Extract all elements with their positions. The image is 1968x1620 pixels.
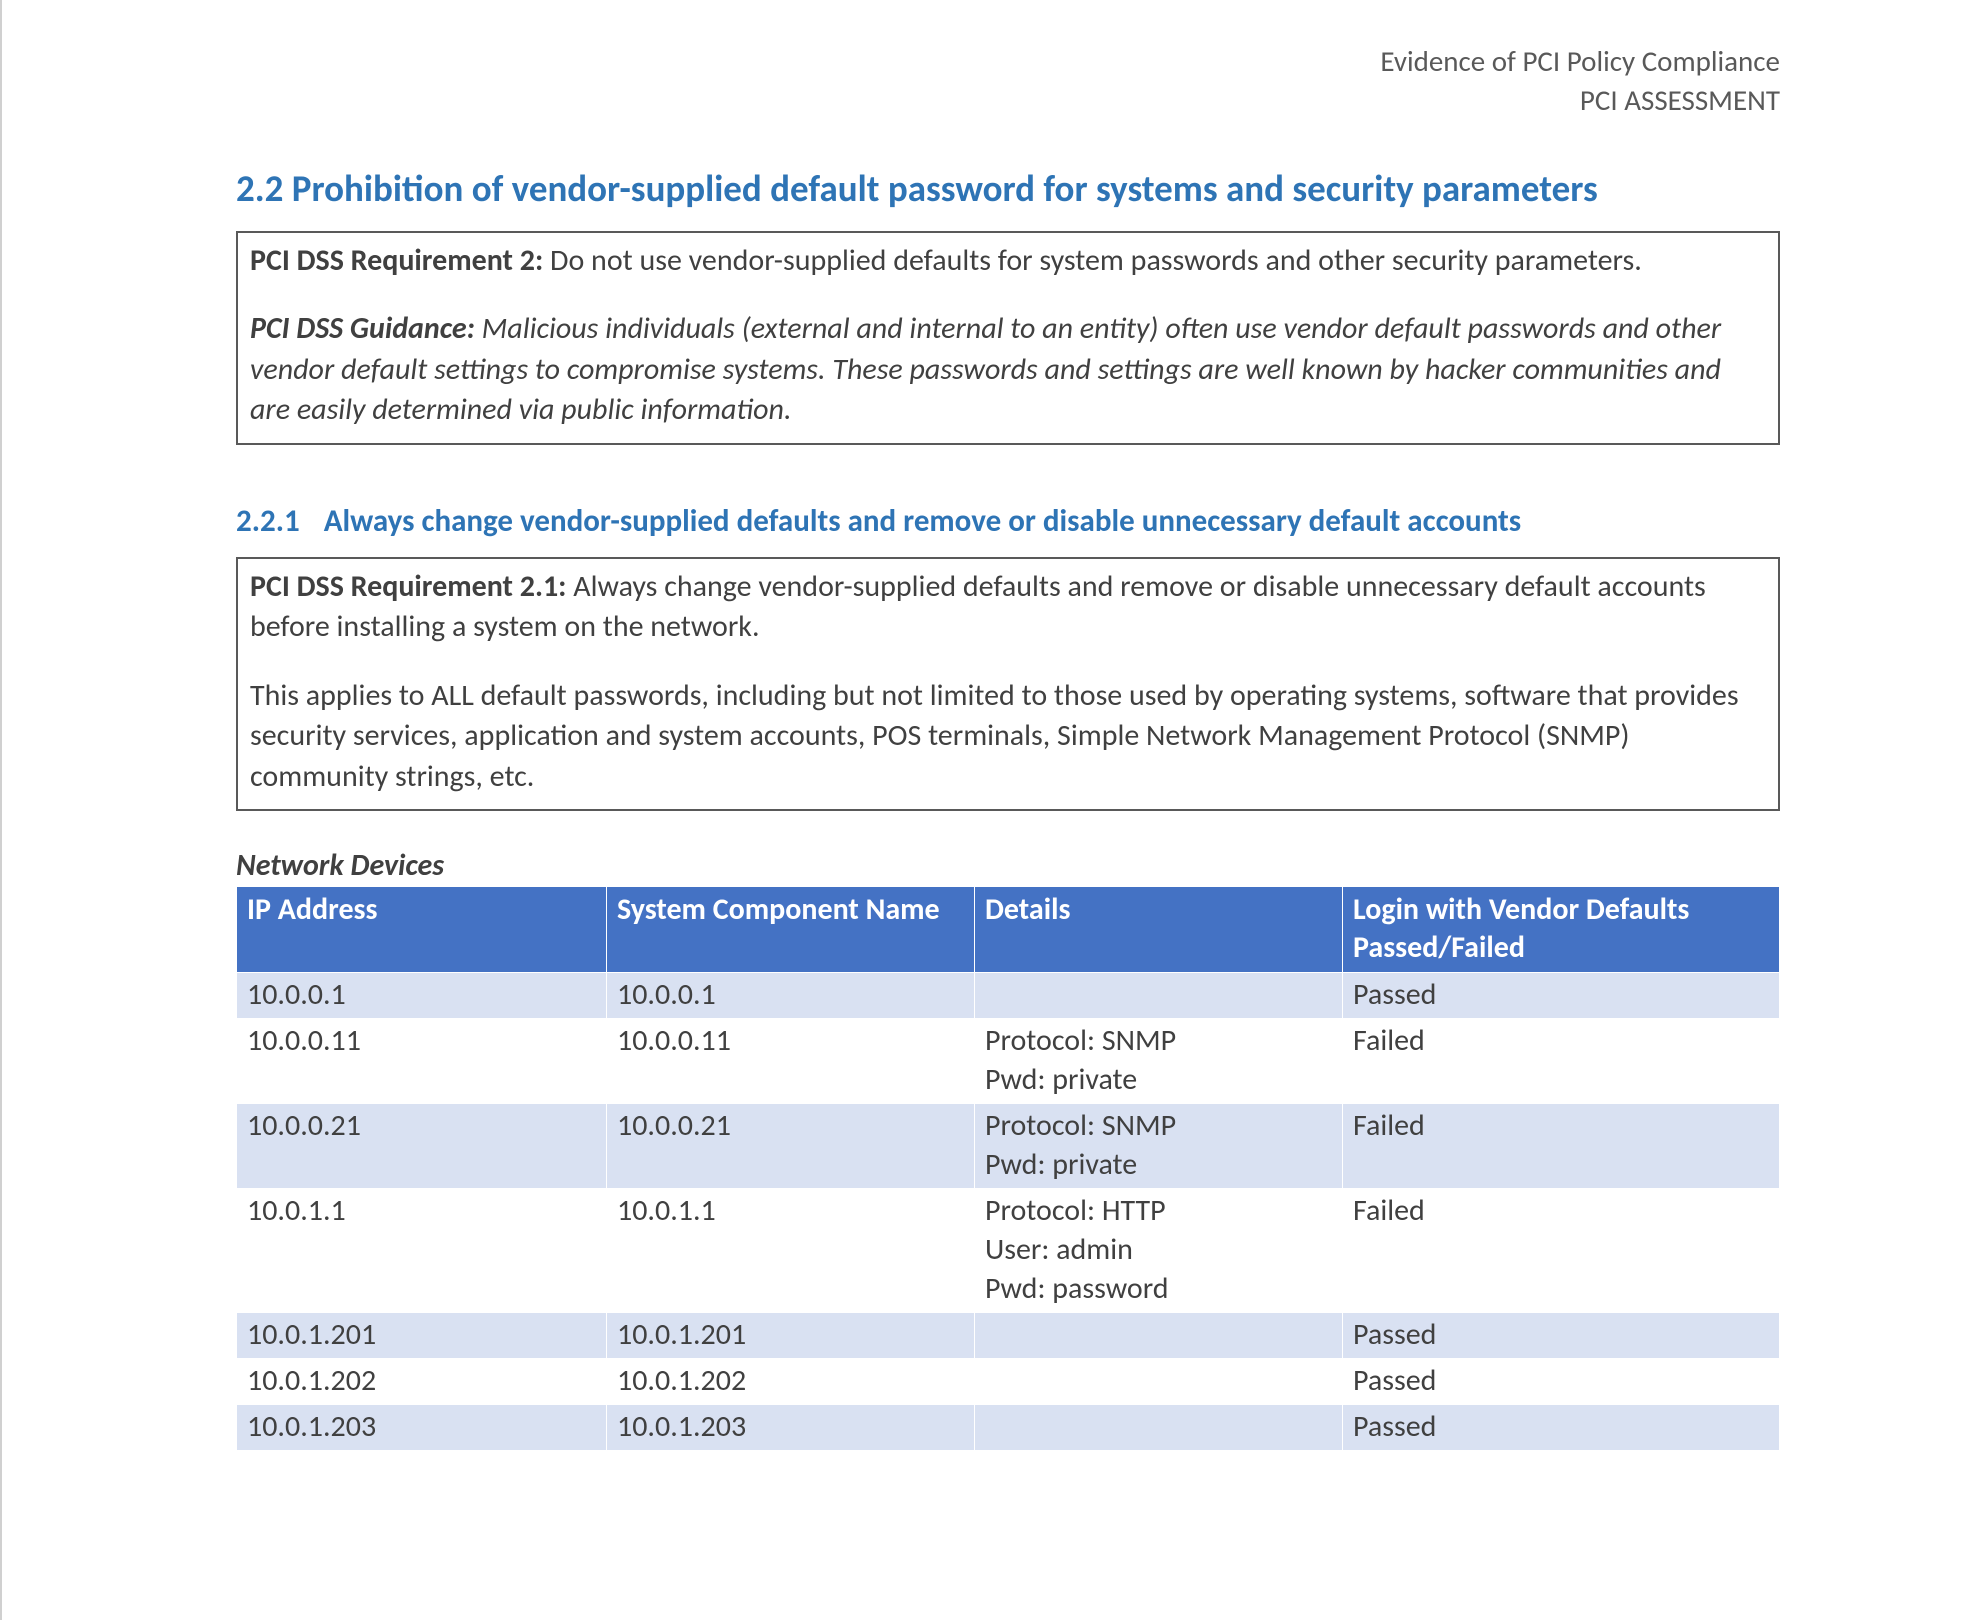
table-row: 10.0.0.110.0.0.1 Passed xyxy=(237,973,1780,1019)
header-title: Evidence of PCI Policy Compliance xyxy=(236,42,1780,81)
cell-status: Failed xyxy=(1343,1104,1780,1189)
section-title: 2.2 Prohibition of vendor-supplied defau… xyxy=(236,166,1780,212)
cell-details xyxy=(975,1313,1343,1359)
requirement-body: Do not use vendor-supplied defaults for … xyxy=(543,242,1642,279)
table-row: 10.0.1.20310.0.1.203 Passed xyxy=(237,1405,1780,1451)
spacer xyxy=(250,281,1766,309)
table-row: 10.0.0.1110.0.0.11Protocol: SNMP Pwd: pr… xyxy=(237,1019,1780,1104)
cell-status: Passed xyxy=(1343,973,1780,1019)
table-row: 10.0.1.110.0.1.1Protocol: HTTP User: adm… xyxy=(237,1189,1780,1313)
cell-status: Passed xyxy=(1343,1359,1780,1405)
cell-ip: 10.0.0.21 xyxy=(237,1104,607,1189)
guidance-label: PCI DSS Guidance: xyxy=(250,310,475,347)
requirement-label: PCI DSS Requirement 2: xyxy=(250,242,543,279)
cell-component: 10.0.0.11 xyxy=(607,1019,975,1104)
cell-component: 10.0.1.202 xyxy=(607,1359,975,1405)
table-title: Network Devices xyxy=(236,847,1780,884)
cell-status: Failed xyxy=(1343,1189,1780,1313)
cell-details: Protocol: HTTP User: admin Pwd: password xyxy=(975,1189,1343,1313)
cell-status: Passed xyxy=(1343,1313,1780,1359)
network-devices-table: IP Address System Component Name Details… xyxy=(236,886,1780,1451)
cell-component: 10.0.0.21 xyxy=(607,1104,975,1189)
cell-ip: 10.0.1.202 xyxy=(237,1359,607,1405)
cell-details xyxy=(975,1405,1343,1451)
cell-details xyxy=(975,1359,1343,1405)
table-row: 10.0.1.20210.0.1.202 Passed xyxy=(237,1359,1780,1405)
sub-requirement-text: PCI DSS Requirement 2.1: Always change v… xyxy=(250,567,1766,648)
subsection-title: 2.2.1 Always change vendor-supplied defau… xyxy=(236,501,1780,541)
guidance-text: PCI DSS Guidance: Malicious individuals … xyxy=(250,309,1766,431)
sub-requirement-label: PCI DSS Requirement 2.1: xyxy=(250,568,566,605)
requirement-box: PCI DSS Requirement 2: Do not use vendor… xyxy=(236,231,1780,445)
cell-ip: 10.0.1.203 xyxy=(237,1405,607,1451)
subsection-requirement-box: PCI DSS Requirement 2.1: Always change v… xyxy=(236,557,1780,812)
cell-status: Passed xyxy=(1343,1405,1780,1451)
page-header: Evidence of PCI Policy Compliance PCI AS… xyxy=(236,42,1780,120)
cell-status: Failed xyxy=(1343,1019,1780,1104)
cell-component: 10.0.1.201 xyxy=(607,1313,975,1359)
col-system-component: System Component Name xyxy=(607,887,975,973)
table-row: 10.0.0.2110.0.0.21Protocol: SNMP Pwd: pr… xyxy=(237,1104,1780,1189)
col-details: Details xyxy=(975,887,1343,973)
header-subtitle: PCI ASSESSMENT xyxy=(236,81,1780,120)
sub-requirement-para2: This applies to ALL default passwords, i… xyxy=(250,676,1766,798)
col-ip-address: IP Address xyxy=(237,887,607,973)
document-page: Evidence of PCI Policy Compliance PCI AS… xyxy=(0,0,1968,1620)
cell-component: 10.0.0.1 xyxy=(607,973,975,1019)
cell-details xyxy=(975,973,1343,1019)
cell-ip: 10.0.1.1 xyxy=(237,1189,607,1313)
cell-details: Protocol: SNMP Pwd: private xyxy=(975,1104,1343,1189)
cell-ip: 10.0.0.1 xyxy=(237,973,607,1019)
table-row: 10.0.1.20110.0.1.201 Passed xyxy=(237,1313,1780,1359)
cell-ip: 10.0.0.11 xyxy=(237,1019,607,1104)
requirement-text: PCI DSS Requirement 2: Do not use vendor… xyxy=(250,241,1766,282)
subsection-number: 2.2.1 xyxy=(236,501,300,541)
table-header-row: IP Address System Component Name Details… xyxy=(237,887,1780,973)
spacer xyxy=(250,648,1766,676)
col-login-status: Login with Vendor Defaults Passed/Failed xyxy=(1343,887,1780,973)
cell-ip: 10.0.1.201 xyxy=(237,1313,607,1359)
cell-component: 10.0.1.1 xyxy=(607,1189,975,1313)
cell-component: 10.0.1.203 xyxy=(607,1405,975,1451)
subsection-heading: Always change vendor-supplied defaults a… xyxy=(324,502,1521,540)
cell-details: Protocol: SNMP Pwd: private xyxy=(975,1019,1343,1104)
